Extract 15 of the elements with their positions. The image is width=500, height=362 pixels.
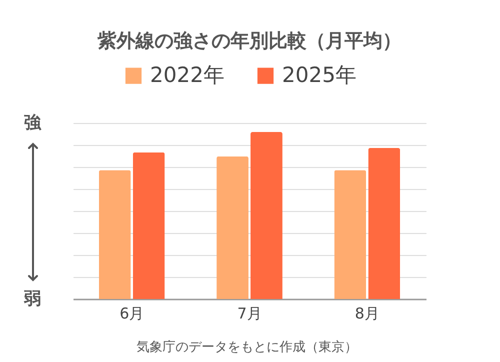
text: 強 (24, 112, 41, 134)
x-tick-label: 6月 (120, 304, 144, 322)
x-tick-label: 7月 (237, 304, 262, 322)
bar (216, 156, 248, 299)
bar (250, 132, 282, 299)
bar (98, 170, 131, 299)
bar (368, 148, 400, 299)
x-tick-label: 8月 (354, 304, 380, 322)
bar (334, 170, 366, 299)
text: 弱 (24, 288, 41, 310)
chart-title: 紫外線の強さの年別比較（月平均） (96, 30, 402, 52)
legend-label: 2025年 (282, 62, 356, 87)
legend-label: 2022年 (150, 62, 224, 87)
bar (132, 152, 165, 299)
text: 気象庁のデータをもとに作成（東京） (136, 339, 358, 356)
